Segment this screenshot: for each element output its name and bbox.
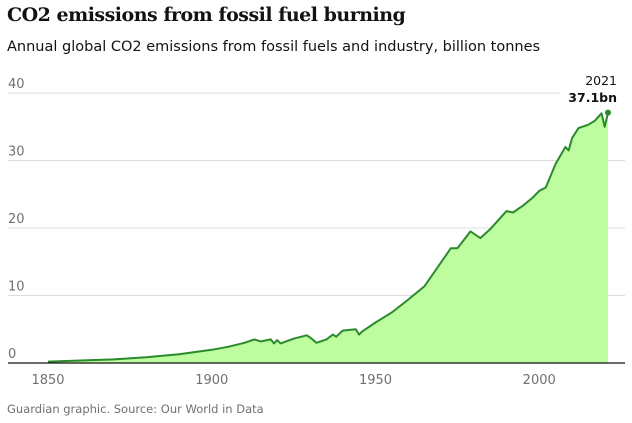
y-axis-ticks: 0 10 20 30 40 [8,77,25,362]
annotation-year: 2021 [585,73,617,88]
y-tick-label: 40 [8,77,25,92]
y-tick-label: 0 [8,347,16,362]
area-fill [48,112,608,363]
x-tick-label: 2000 [523,373,556,388]
x-tick-label: 1850 [31,373,64,388]
y-tick-label: 10 [8,280,25,295]
x-axis-ticks: 1850 1900 1950 2000 [31,373,555,388]
y-tick-label: 30 [8,145,25,160]
x-tick-label: 1900 [195,373,228,388]
series-line [47,112,609,363]
x-tick-label: 1950 [359,373,392,388]
annotation-value: 37.1bn [568,90,617,105]
source-note: Guardian graphic. Source: Our World in D… [7,402,264,416]
end-point-marker [605,109,611,116]
y-tick-label: 20 [8,212,25,227]
chart-title: CO2 emissions from fossil fuel burning [7,4,406,26]
chart-subtitle: Annual global CO2 emissions from fossil … [7,39,541,55]
